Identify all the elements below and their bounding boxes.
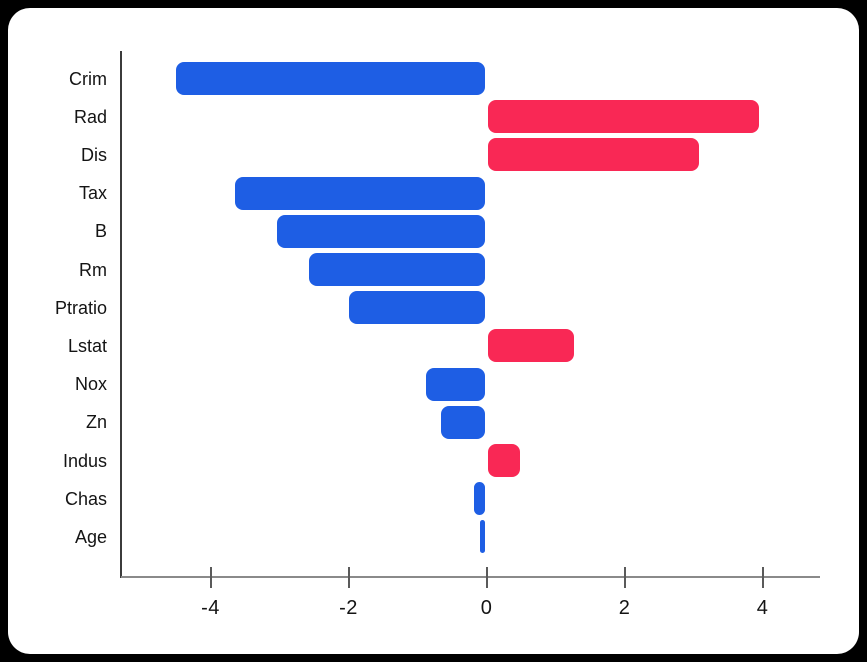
y-axis-label-age: Age xyxy=(74,526,107,547)
x-tick--4 xyxy=(209,567,212,588)
y-axis-line xyxy=(120,51,122,578)
bar-nox xyxy=(425,367,485,401)
y-axis-label-chas: Chas xyxy=(64,488,107,509)
y-axis-label-ptratio: Ptratio xyxy=(54,297,107,318)
x-axis-line xyxy=(121,576,820,578)
bar-lstat xyxy=(488,329,575,363)
y-axis-label-tax: Tax xyxy=(78,183,107,204)
bar-crim xyxy=(176,62,485,95)
bar-tax xyxy=(234,176,485,210)
x-tick-0 xyxy=(485,567,488,588)
y-axis-label-rad: Rad xyxy=(73,106,107,127)
bar-ptratio xyxy=(348,291,485,325)
x-tick-label-2: 2 xyxy=(618,597,631,619)
y-axis-label-b: B xyxy=(94,221,107,242)
y-axis-label-crim: Crim xyxy=(69,68,107,89)
x-tick-4 xyxy=(761,567,764,588)
y-axis-label-rm: Rm xyxy=(79,259,107,280)
x-tick-label--2: -2 xyxy=(339,597,358,619)
x-tick-label-4: 4 xyxy=(756,597,769,619)
y-axis-label-lstat: Lstat xyxy=(67,335,107,356)
y-axis-label-dis: Dis xyxy=(81,144,107,165)
bar-dis xyxy=(488,138,700,172)
bar-rm xyxy=(309,253,485,286)
bar-indus xyxy=(488,444,521,477)
x-tick-label-0: 0 xyxy=(480,597,493,619)
x-tick-2 xyxy=(623,567,626,588)
y-axis-label-zn: Zn xyxy=(85,412,107,433)
x-tick-label--4: -4 xyxy=(201,597,220,619)
bar-zn xyxy=(440,405,485,439)
bar-rad xyxy=(488,100,760,134)
bar-chas xyxy=(474,482,485,516)
bar-b xyxy=(277,214,485,248)
x-tick--2 xyxy=(347,567,350,588)
y-axis-label-nox: Nox xyxy=(74,374,107,395)
y-axis-label-indus: Indus xyxy=(62,450,107,471)
bar-age xyxy=(479,520,485,554)
